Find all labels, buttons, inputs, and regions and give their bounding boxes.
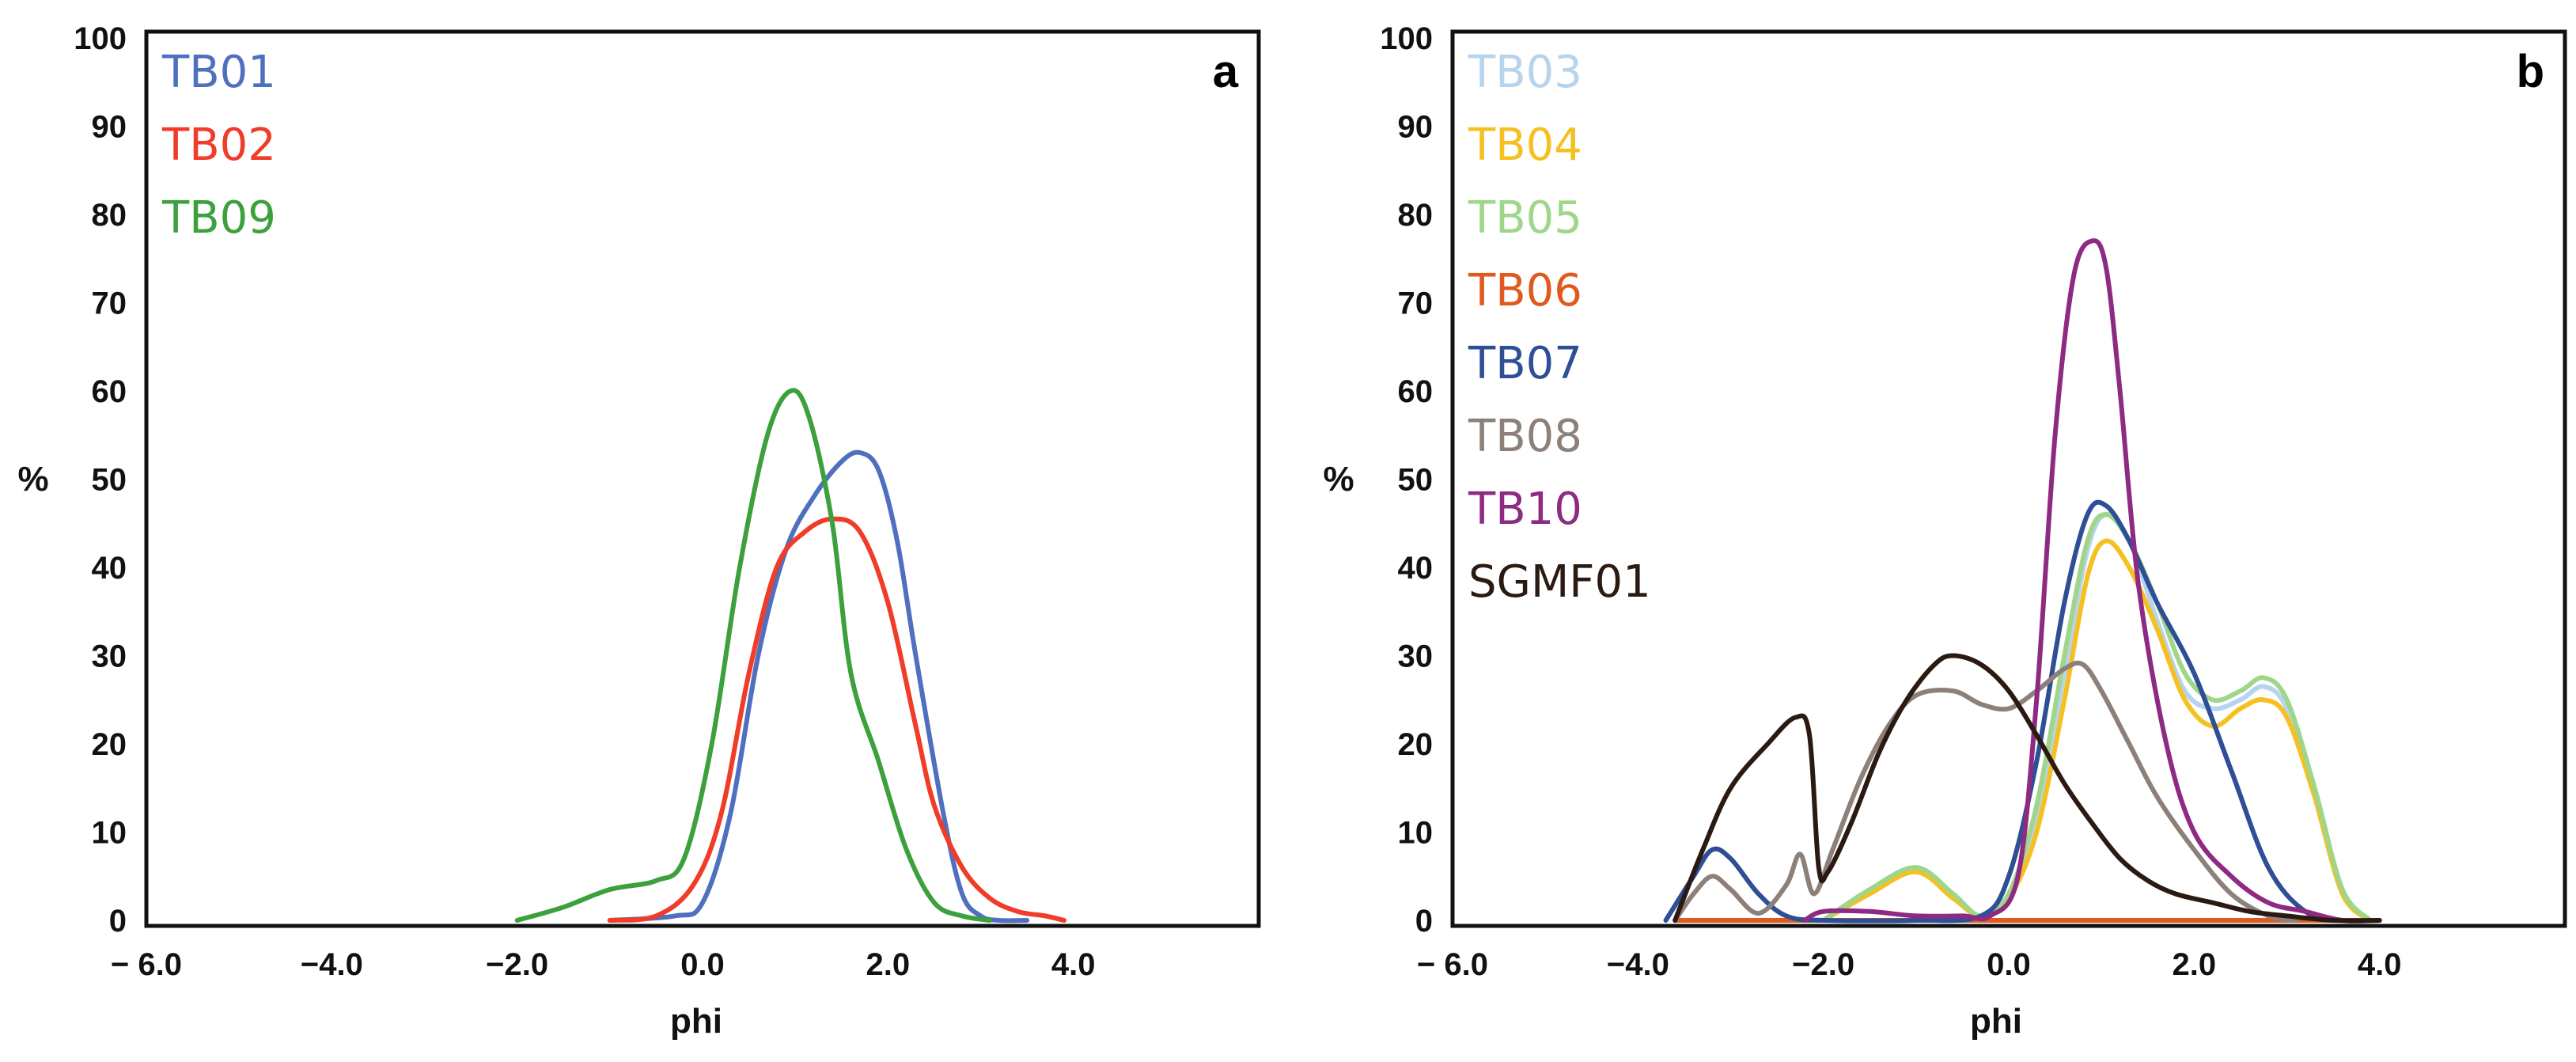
x-tick-labels-a: − 6.0 −4.0 −2.0 0.0 2.0 4.0: [111, 947, 1096, 982]
x-tick-label-b: 2.0: [2173, 947, 2217, 982]
series-line-sgmf01: [1673, 653, 2382, 924]
legend-item-tb06: TB06: [1468, 265, 1582, 317]
series-line-tb09: [514, 388, 993, 923]
series-line-tb05: [1820, 512, 2373, 923]
panel-letter-a: a: [1213, 46, 1239, 97]
legend-item-tb07: TB07: [1468, 338, 1582, 389]
y-tick-labels-a: 0 10 20 30 40 50 60 70 80 90 100: [74, 21, 127, 939]
series-line-tb02: [607, 516, 1066, 923]
y-tick-label-b: 10: [1398, 816, 1434, 851]
chart-panel-b: b % phi 0 10 20 30 40 50 60 70 80 90 100 − 6.0 −4.0…: [1323, 21, 2567, 1041]
legend-item-sgmf01: SGMF01: [1468, 556, 1651, 608]
plot-frame-a: [144, 29, 1261, 928]
y-tick-label-b: 80: [1398, 198, 1434, 233]
y-tick-label-b: 40: [1398, 551, 1434, 586]
y-tick-label-b: 0: [1415, 904, 1433, 939]
x-tick-label-b: 4.0: [2358, 947, 2402, 982]
x-tick-labels-b: − 6.0 −4.0 −2.0 0.0 2.0 4.0: [1417, 947, 2402, 982]
legend-a: TB01 TB02 TB09: [161, 47, 276, 244]
y-tick-label-b: 30: [1398, 639, 1434, 674]
x-tick-label-a: −2.0: [486, 947, 548, 982]
y-tick-label-a: 40: [92, 551, 127, 586]
y-tick-label-a: 80: [92, 198, 127, 233]
x-tick-label-a: −4.0: [301, 947, 363, 982]
series-lines-b: [1663, 238, 2382, 924]
y-tick-label-b: 60: [1398, 374, 1434, 409]
legend-item-tb03: TB03: [1468, 47, 1582, 98]
legend-item-tb05: TB05: [1468, 192, 1582, 244]
x-tick-label-b: − 6.0: [1417, 947, 1488, 982]
x-axis-title-a: phi: [670, 1002, 722, 1041]
plot-frame-b: [1450, 29, 2567, 928]
series-lines-a: [514, 388, 1066, 924]
y-tick-label-b: 90: [1398, 110, 1434, 145]
series-line-tb08: [1673, 660, 2299, 923]
y-axis-title-a: %: [17, 460, 48, 499]
y-tick-label-b: 70: [1398, 286, 1434, 321]
panel-letter-b: b: [2517, 46, 2544, 97]
y-tick-label-a: 50: [92, 463, 127, 498]
series-line-tb10: [1802, 238, 2382, 924]
legend-item-tb09: TB09: [161, 192, 276, 244]
y-tick-label-a: 0: [109, 904, 127, 939]
y-tick-label-b: 20: [1398, 727, 1434, 762]
y-tick-label-a: 70: [92, 286, 127, 321]
y-tick-label-a: 100: [74, 21, 127, 56]
x-tick-label-a: 4.0: [1051, 947, 1096, 982]
y-tick-label-a: 10: [92, 816, 127, 851]
x-tick-label-b: −2.0: [1792, 947, 1854, 982]
x-tick-label-b: −4.0: [1607, 947, 1669, 982]
y-axis-title-b: %: [1323, 460, 1354, 499]
y-tick-labels-b: 0 10 20 30 40 50 60 70 80 90 100: [1380, 21, 1433, 939]
x-tick-label-a: 2.0: [866, 947, 911, 982]
y-tick-label-a: 20: [92, 727, 127, 762]
legend-item-tb10: TB10: [1468, 484, 1582, 535]
legend-item-tb02: TB02: [161, 119, 276, 171]
legend-item-tb08: TB08: [1468, 411, 1582, 462]
x-tick-label-a: − 6.0: [111, 947, 182, 982]
series-line-tb01: [607, 449, 1030, 924]
y-tick-label-a: 60: [92, 374, 127, 409]
chart-panel-a: a % phi 0 10 20 30 40 50 60 70 80 90 100 − 6.0 −4.0…: [17, 21, 1261, 1041]
series-line-tb07: [1663, 499, 2382, 924]
x-axis-title-b: phi: [1970, 1002, 2022, 1041]
legend-item-tb01: TB01: [161, 47, 276, 98]
y-tick-label-a: 90: [92, 110, 127, 145]
legend-b: TB03 TB04 TB05 TB06 TB07 TB08 TB10 SGMF01: [1468, 47, 1651, 608]
y-tick-label-b: 100: [1380, 21, 1433, 56]
legend-item-tb04: TB04: [1468, 119, 1582, 171]
x-tick-label-a: 0.0: [680, 947, 725, 982]
y-tick-label-a: 30: [92, 639, 127, 674]
y-tick-label-b: 50: [1398, 463, 1434, 498]
x-tick-label-b: 0.0: [1987, 947, 2031, 982]
series-line-tb04: [1820, 538, 2373, 923]
